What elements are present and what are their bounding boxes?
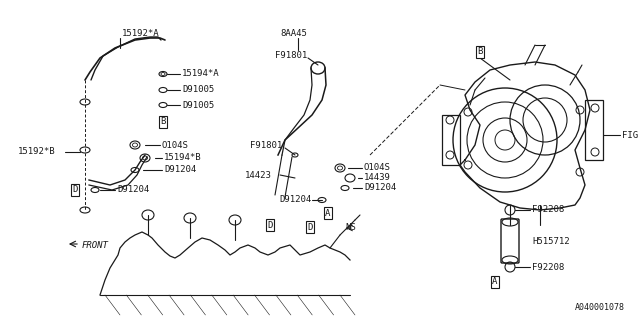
Text: O104S: O104S <box>162 140 189 149</box>
Text: D91204: D91204 <box>164 165 196 174</box>
Text: F92208: F92208 <box>532 205 564 214</box>
Text: FRONT: FRONT <box>82 242 109 251</box>
FancyBboxPatch shape <box>585 100 603 160</box>
Text: B: B <box>160 117 166 126</box>
Text: D: D <box>268 220 273 229</box>
Text: A: A <box>325 209 331 218</box>
Text: F91801: F91801 <box>275 51 307 60</box>
Text: FIG.073: FIG.073 <box>622 131 640 140</box>
Text: 15192*A: 15192*A <box>122 28 159 37</box>
Text: D91204: D91204 <box>364 183 396 193</box>
Text: F92208: F92208 <box>532 262 564 271</box>
Text: B: B <box>477 47 483 57</box>
Text: H515712: H515712 <box>532 237 570 246</box>
Text: 14423: 14423 <box>245 171 272 180</box>
Text: NS: NS <box>345 223 356 233</box>
FancyBboxPatch shape <box>501 219 519 263</box>
Text: 15194*B: 15194*B <box>164 154 202 163</box>
Text: A040001078: A040001078 <box>575 303 625 312</box>
Text: F91801: F91801 <box>250 140 282 149</box>
Text: D91005: D91005 <box>182 100 214 109</box>
Text: 8AA45: 8AA45 <box>280 28 307 37</box>
Text: 14439: 14439 <box>364 173 391 182</box>
Text: 15194*A: 15194*A <box>182 69 220 78</box>
Text: D91204: D91204 <box>280 196 312 204</box>
Text: D91005: D91005 <box>182 85 214 94</box>
Text: D: D <box>307 222 313 231</box>
Text: D91204: D91204 <box>117 186 149 195</box>
Text: A: A <box>492 277 498 286</box>
Text: D: D <box>72 186 77 195</box>
Text: O104S: O104S <box>364 164 391 172</box>
FancyBboxPatch shape <box>442 115 460 165</box>
Text: 15192*B: 15192*B <box>18 148 56 156</box>
